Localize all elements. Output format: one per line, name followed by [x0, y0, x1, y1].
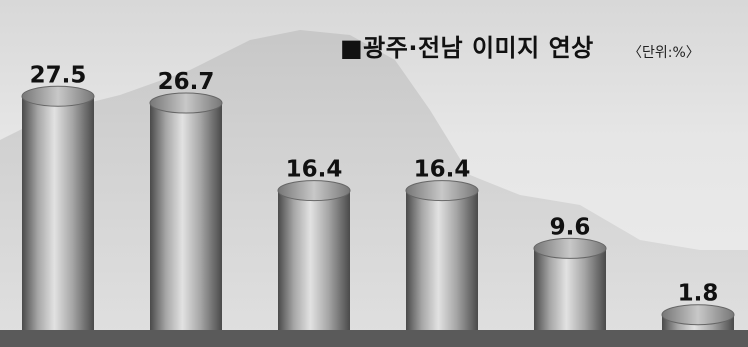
- value-labels-layer: 27.5 26.7 16.4 16.4 9.6 1.8: [30, 62, 719, 306]
- background-mountain: [0, 30, 748, 347]
- value-label-6: 1.8: [678, 281, 719, 307]
- bar-6: [661, 304, 735, 330]
- bar-5: [533, 237, 607, 330]
- value-label-5: 9.6: [550, 214, 591, 240]
- chart-unit-label: 〈단위:%〉: [628, 45, 700, 61]
- chart-title: ■광주·전남 이미지 연상: [340, 34, 594, 62]
- value-label-1: 27.5: [30, 62, 87, 88]
- bar-3: [277, 180, 351, 330]
- baseline: [0, 330, 748, 347]
- value-label-4: 16.4: [414, 157, 471, 183]
- bar-4: [405, 180, 479, 330]
- bar-1: [21, 85, 95, 330]
- bars-layer: [21, 85, 735, 330]
- bar-2: [149, 92, 223, 330]
- value-label-2: 26.7: [158, 69, 215, 95]
- value-label-3: 16.4: [286, 157, 343, 183]
